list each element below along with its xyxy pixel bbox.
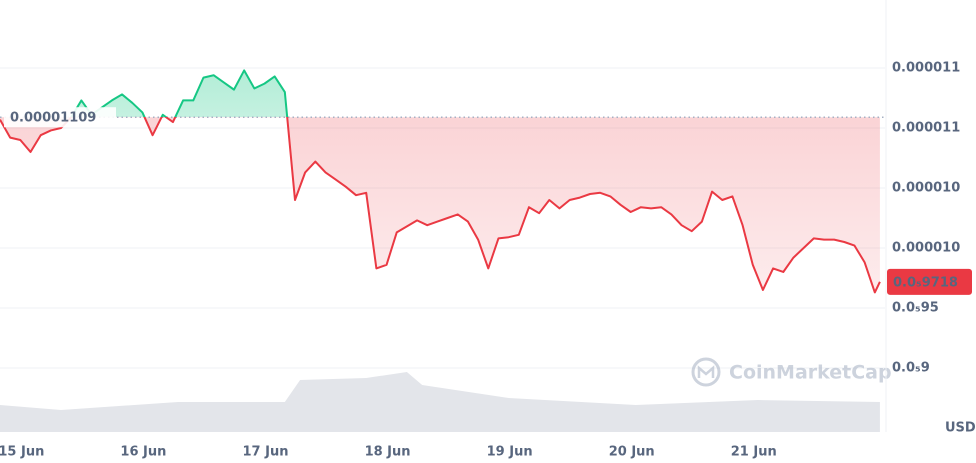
x-tick-label: 15 Jun <box>0 445 44 460</box>
baseline-label-bg <box>4 107 116 128</box>
y-tick-label: 0.000010 <box>892 240 960 255</box>
plot <box>0 69 885 294</box>
y-tick-label: 0.000011 <box>892 121 960 136</box>
x-tick-label: 18 Jun <box>365 445 411 460</box>
x-tick-label: 19 Jun <box>487 445 533 460</box>
price-line <box>0 69 881 294</box>
currency-label: USD <box>945 421 976 436</box>
x-tick-label: 17 Jun <box>242 445 288 460</box>
x-tick-label: 20 Jun <box>609 445 655 460</box>
volume-layer <box>0 372 880 432</box>
price-area <box>0 70 880 293</box>
x-tick-label: 16 Jun <box>120 445 166 460</box>
watermark-text: CoinMarketCap <box>729 362 892 384</box>
y-tick-label: 0.000010 <box>892 181 960 196</box>
x-tick-label: 21 Jun <box>731 445 777 460</box>
current-price-badge <box>887 268 972 295</box>
y-tick-label: 0.0₅95 <box>892 300 939 315</box>
y-tick-label: 0.000011 <box>892 61 960 76</box>
watermark-logo-mark <box>697 365 715 378</box>
watermark-logo <box>691 357 721 387</box>
y-tick-label: 0.0₅9 <box>892 360 930 375</box>
current-price-label: 0.0₅9718 <box>893 275 958 290</box>
baseline-label: 0.00001109 <box>10 111 96 126</box>
volume-area <box>0 372 880 432</box>
watermark: CoinMarketCap <box>691 357 892 387</box>
